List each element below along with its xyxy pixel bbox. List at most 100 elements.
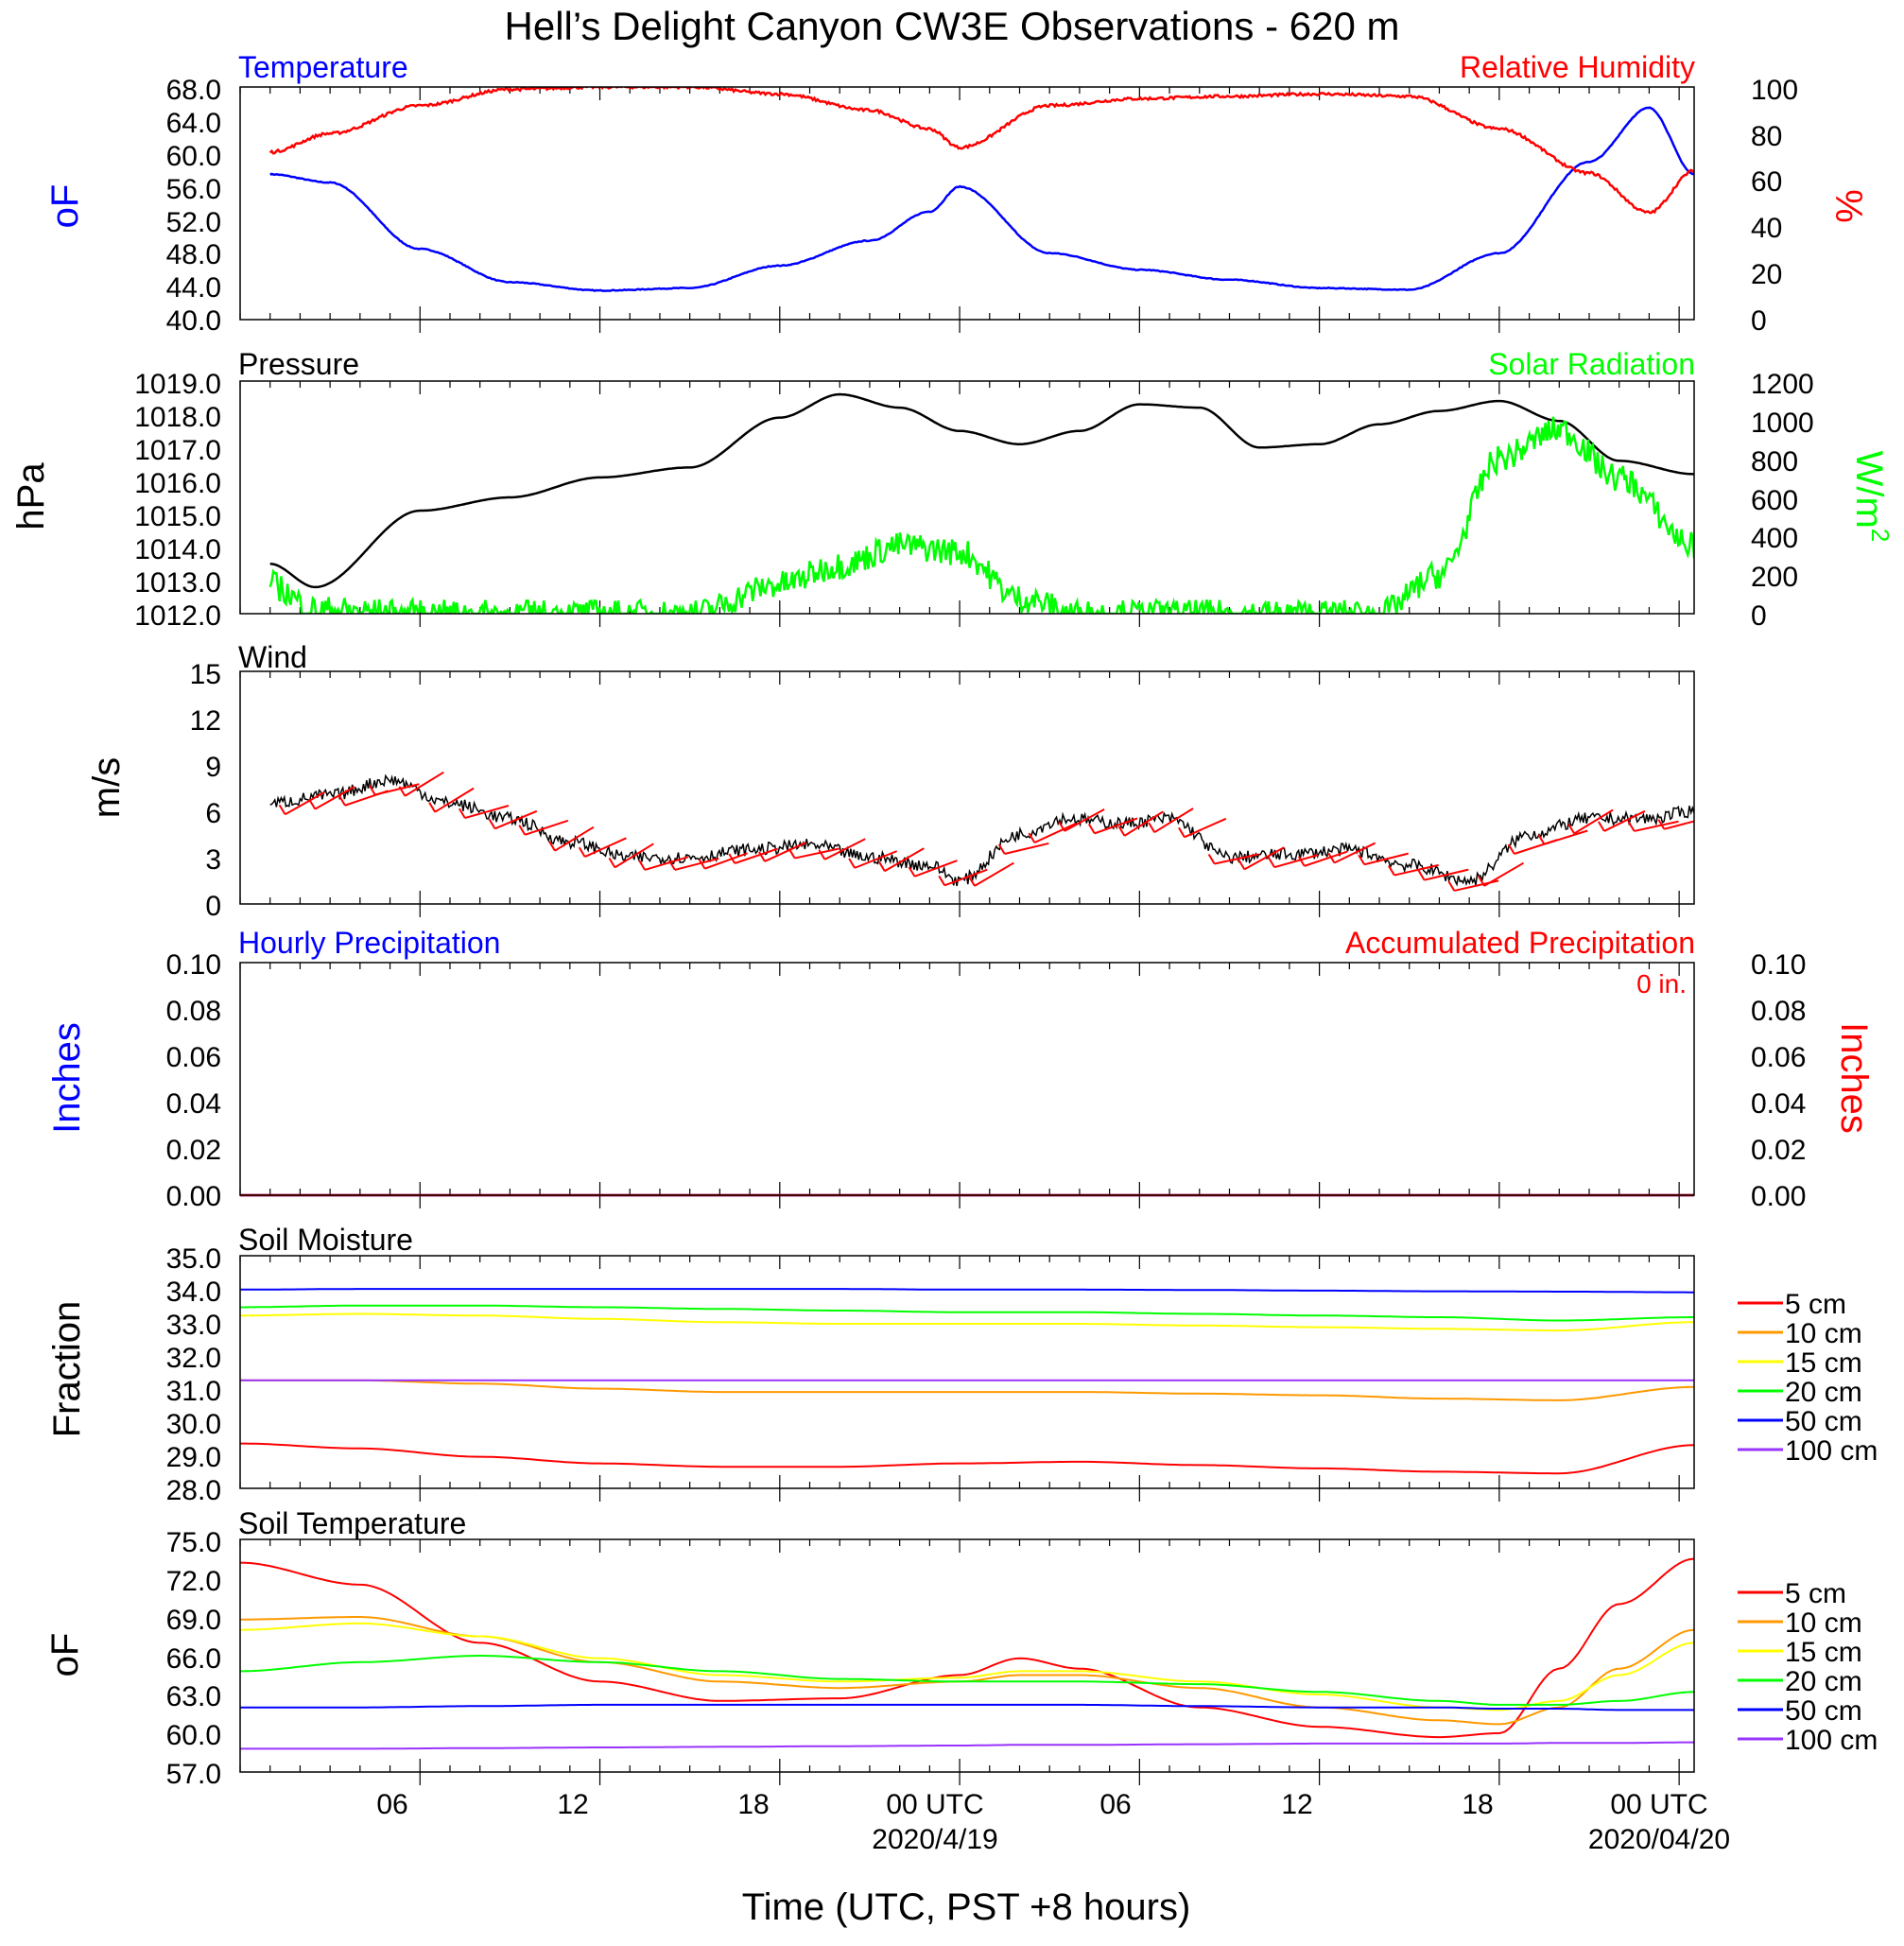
wind-barb (1603, 809, 1646, 832)
wind-barb (644, 856, 689, 871)
time-tick-label: 12 (1281, 1789, 1312, 1820)
panel-tick-marks (239, 671, 1680, 917)
panel-temp-rh: Temperature Relative Humidity 40.0 44.0 … (44, 50, 1869, 337)
pressure-tick-label: 1015.0 (134, 501, 221, 532)
soil-moisture-5cm-line (240, 1442, 1694, 1475)
wind-barb-flag (1297, 856, 1306, 867)
accum-tick-label: 0.08 (1751, 996, 1806, 1027)
solar-tick-label: 600 (1751, 485, 1798, 516)
precip-plot-frame (239, 962, 1695, 1196)
precip-tick-label: 0.08 (166, 996, 221, 1027)
temp-tick-label: 52.0 (166, 207, 221, 238)
wind-barb (1664, 820, 1694, 830)
wind-barb (734, 847, 779, 864)
accum-precip-axis-label: Inches (1833, 1022, 1875, 1134)
soil-moisture-tick-labels: 28.0 29.0 30.0 31.0 32.0 33.0 34.0 35.0 (166, 1243, 221, 1506)
wind-barb (1184, 817, 1227, 839)
wind-barb (1573, 808, 1614, 835)
legend-entry: 10 cm (1785, 1318, 1862, 1349)
wind-barb (1153, 808, 1194, 834)
pressure-tick-label: 1014.0 (134, 534, 221, 565)
wind-barb-flag (818, 849, 826, 860)
solar-tick-label: 1000 (1751, 408, 1814, 439)
wind-barb-flag (698, 859, 706, 870)
wind-tick-label: 6 (205, 798, 221, 829)
soil-moisture-axis-label: Fraction (46, 1301, 88, 1438)
soil-moisture-tick-label: 35.0 (166, 1243, 221, 1275)
solar-axis-label-unit: W/m (1848, 451, 1890, 529)
rh-axis-label: % (1827, 189, 1869, 223)
wind-barb-flag (1447, 880, 1456, 892)
wind-barb (1004, 842, 1049, 855)
wind-barb-flag (428, 802, 436, 813)
pressure-line (269, 392, 1694, 589)
solar-tick-label: 400 (1751, 523, 1798, 554)
solar-axis-label-sup: 2 (1866, 529, 1895, 542)
pressure-axis-label: hPa (10, 462, 52, 530)
precip-left-tick-labels: 0.00 0.02 0.04 0.06 0.08 0.10 (166, 949, 221, 1212)
wind-barb (1273, 854, 1319, 869)
rh-panel-right-title: Relative Humidity (1460, 50, 1695, 84)
soil-temp-tick-label: 72.0 (166, 1566, 221, 1597)
wind-barb-flag (638, 860, 646, 871)
wind-barb (1334, 842, 1376, 864)
wind-barb-flag (518, 825, 527, 836)
wind-barb (884, 847, 925, 873)
rh-tick-label: 80 (1751, 121, 1782, 152)
solar-panel-right-title: Solar Radiation (1488, 347, 1695, 381)
legend-entry: 20 cm (1785, 1666, 1862, 1697)
panel-tick-marks (239, 1539, 1680, 1785)
wind-barb (1393, 863, 1439, 877)
soil-moisture-tick-label: 29.0 (166, 1442, 221, 1473)
wind-barb (1243, 846, 1285, 871)
pressure-tick-label: 1018.0 (134, 402, 221, 433)
wind-tick-label: 12 (190, 705, 221, 737)
wind-barb-flag (578, 846, 586, 858)
wind-barb-flag (1388, 865, 1395, 877)
wind-barb (1363, 852, 1409, 866)
relative-humidity-line (268, 87, 1694, 215)
panel-wind: Wind 0 3 6 9 12 15 m/s (86, 640, 1695, 922)
wind-barb-flag (938, 875, 946, 886)
wind-barb-flag (788, 848, 796, 860)
precip-tick-label: 0.00 (166, 1181, 221, 1212)
solar-tick-label: 800 (1751, 446, 1798, 478)
temperature-line (269, 106, 1694, 292)
wind-barb-flag (1417, 870, 1426, 881)
time-tick-label: 18 (737, 1789, 769, 1820)
wind-barb-flag (398, 786, 407, 797)
legend-entry: 50 cm (1785, 1695, 1862, 1727)
rh-right-tick-labels: 0 20 40 60 80 100 (1751, 75, 1798, 337)
legend-entry: 15 cm (1785, 1637, 1862, 1668)
wind-tick-label: 9 (205, 752, 221, 783)
pressure-tick-label: 1017.0 (134, 435, 221, 466)
wind-barb-flag (1178, 826, 1186, 838)
temp-panel-left-title: Temperature (238, 50, 408, 84)
soil-moisture-20cm-line (240, 1304, 1694, 1322)
soil-moisture-title: Soil Moisture (238, 1223, 413, 1257)
wind-barb (434, 787, 475, 813)
accum-tick-label: 0.04 (1751, 1088, 1806, 1120)
wind-barb (974, 861, 1014, 887)
precip-right-tick-labels: 0.00 0.02 0.04 0.06 0.08 0.10 (1751, 949, 1806, 1212)
wind-barb-flag (1358, 854, 1366, 865)
wind-barb (1483, 861, 1525, 887)
wind-barb-flag (1598, 821, 1605, 832)
wind-barb (943, 868, 988, 887)
wind-barb-flag (667, 860, 676, 871)
temp-tick-label: 48.0 (166, 239, 221, 270)
wind-barb-flag (1058, 821, 1065, 832)
wind-barb-flag (1028, 832, 1036, 843)
wind-barb-flag (1238, 859, 1246, 870)
wind-barb-flag (968, 876, 976, 887)
precip-tick-label: 0.10 (166, 949, 221, 981)
legend-entry: 15 cm (1785, 1347, 1862, 1379)
soil-temp-tick-label: 57.0 (166, 1759, 221, 1790)
wind-barb (704, 852, 749, 870)
wind-barb-flag (908, 866, 916, 877)
rh-tick-label: 20 (1751, 259, 1782, 290)
wind-barb (1033, 823, 1077, 843)
wind-barb (524, 819, 569, 836)
soil-moisture-tick-label: 33.0 (166, 1310, 221, 1341)
